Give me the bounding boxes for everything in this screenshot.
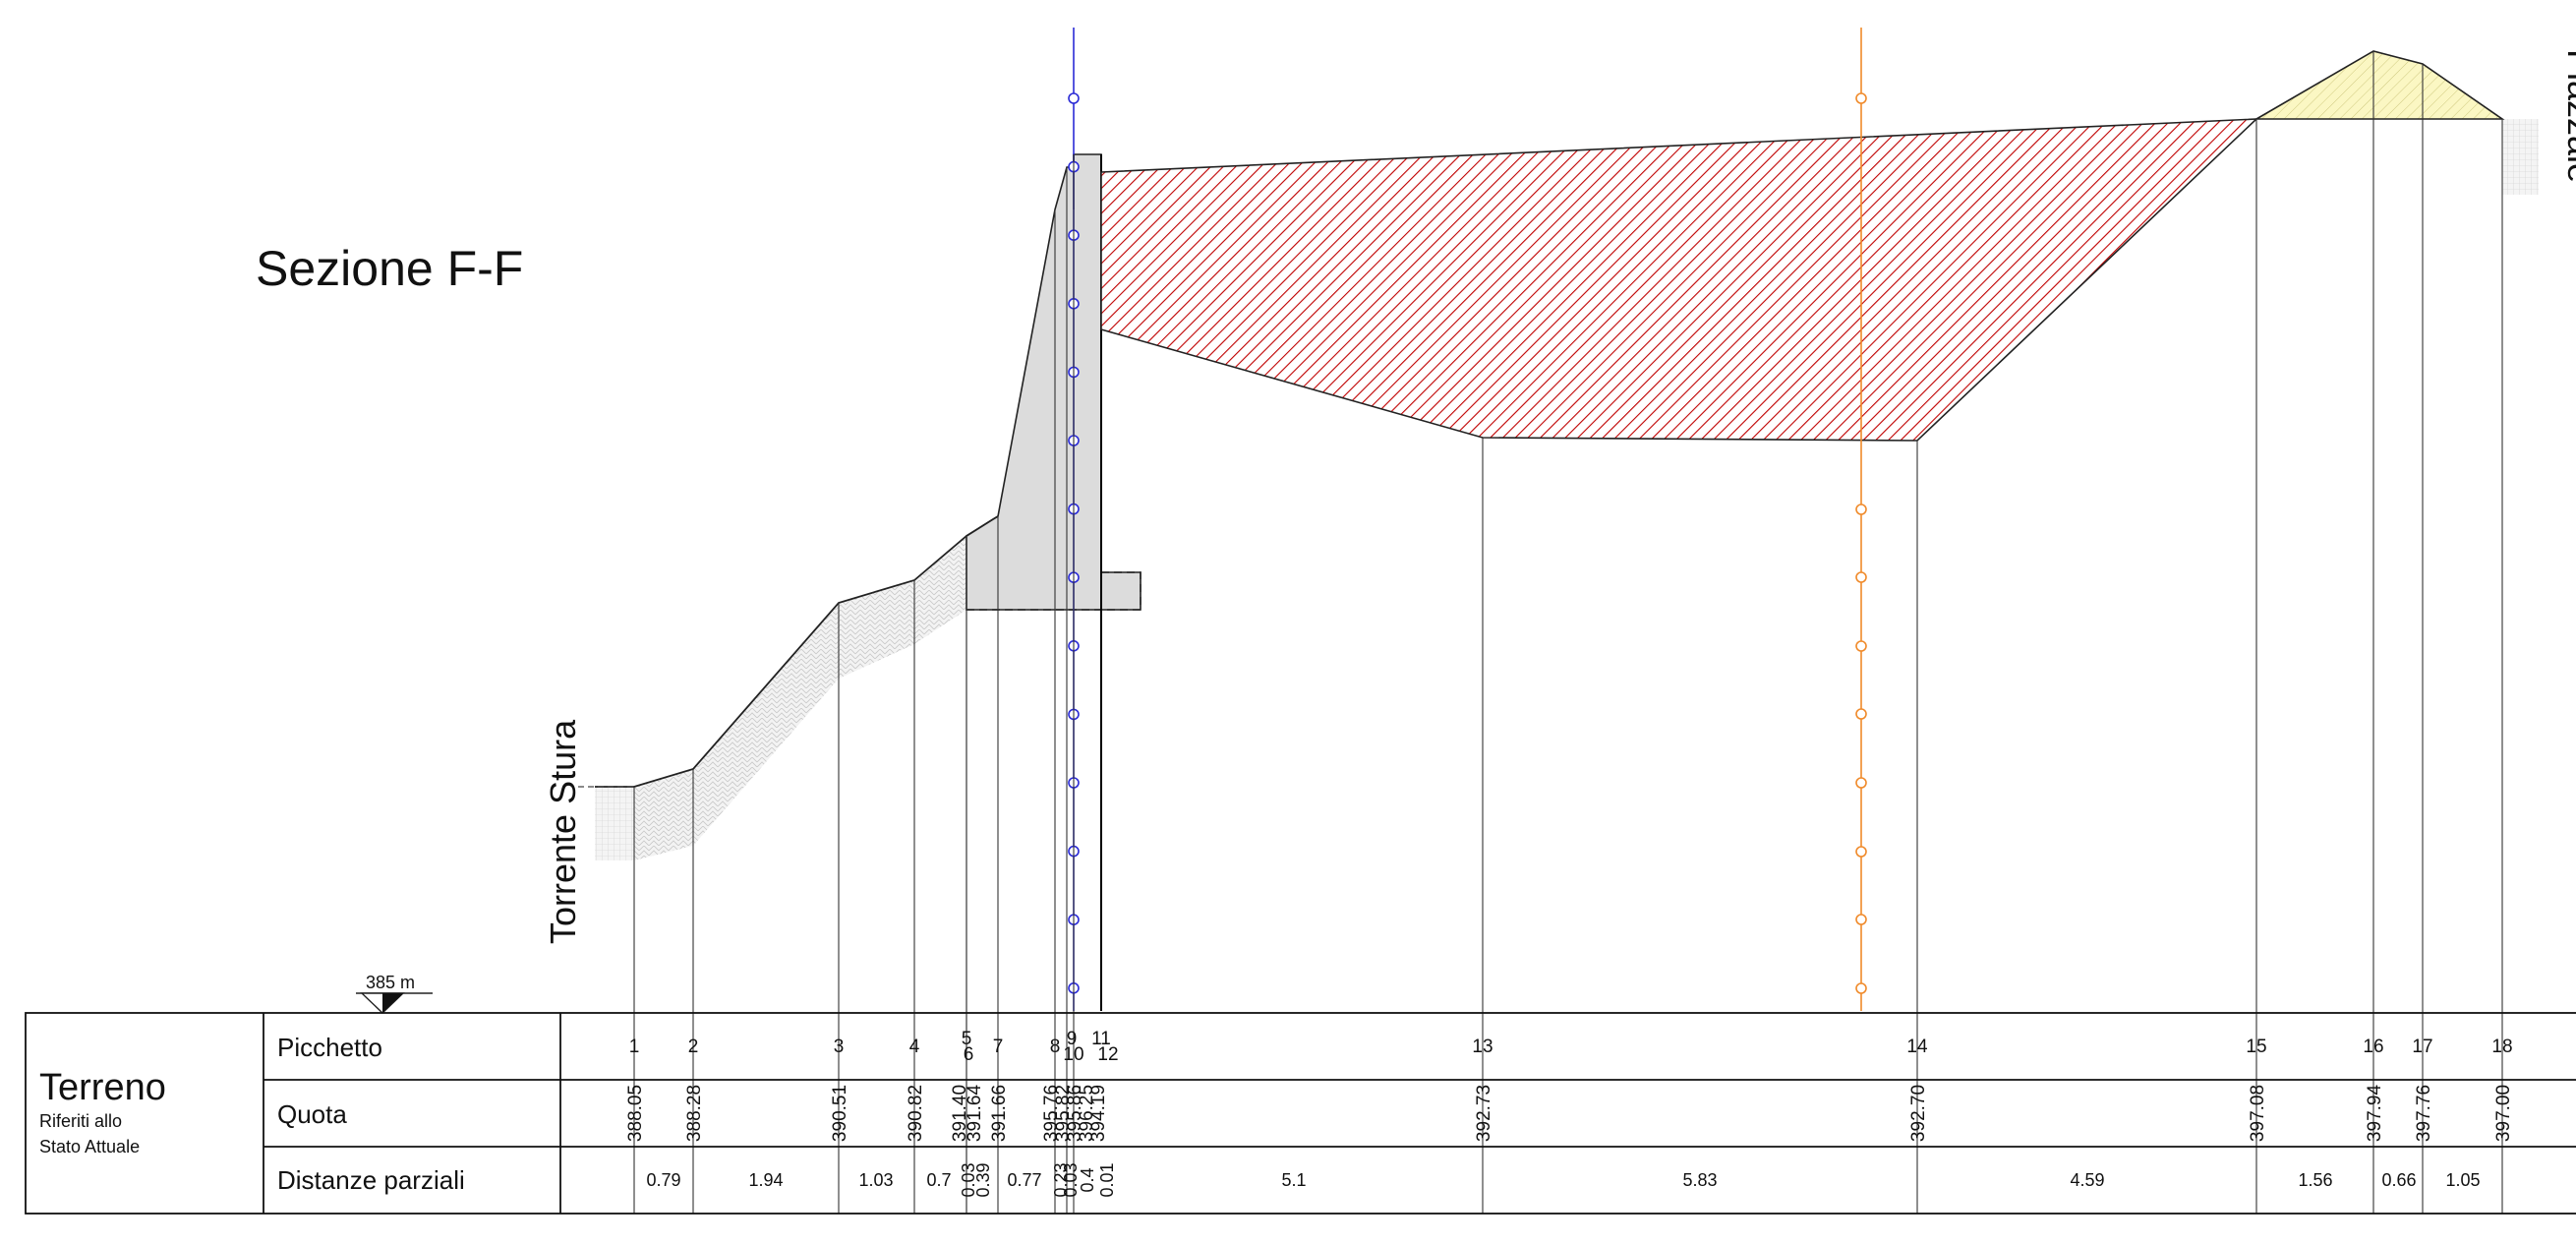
picchetto-value: 7 (993, 1037, 1004, 1057)
distance-value: 0.7 (926, 1170, 951, 1190)
quota-value: 390.82 (906, 1085, 926, 1142)
distance-value: 1.05 (2445, 1170, 2480, 1190)
datum-label: 385 m (366, 973, 415, 992)
picchetto-value: 3 (834, 1037, 845, 1057)
distance-value: 0.23 (1051, 1162, 1071, 1197)
orange-axis-marker (1855, 640, 1867, 652)
quota-value: 395.86 (1065, 1085, 1085, 1142)
distance-value: 0.01 (1097, 1162, 1117, 1197)
distance-cells: 0.79 1.94 1.03 0.7 0.030.39 0.77 0.230.030.4 0.… (646, 1162, 2480, 1197)
picchetto-value: 18 (2491, 1037, 2512, 1057)
picchetto-value: 8 (1050, 1037, 1061, 1057)
orange-axis-marker (1855, 571, 1867, 583)
right-edge-hatch (2502, 119, 2539, 195)
picchetto-value: 13 (1472, 1037, 1493, 1057)
row-label-picchetto: Picchetto (277, 1033, 382, 1062)
quota-value: 391.40 (950, 1085, 970, 1142)
quota-value: 397.08 (2248, 1085, 2268, 1142)
table-group-subtitle-2: Stato Attuale (39, 1137, 140, 1156)
picchetto-value: 4 (909, 1037, 920, 1057)
torrente-label: Torrente Stura (543, 719, 583, 944)
picchetto-value: 15 (2246, 1037, 2266, 1057)
piazzale-label: Piazzale (2560, 49, 2576, 183)
picchetto-value: 1 (629, 1037, 640, 1057)
orange-axis-marker (1855, 504, 1867, 515)
distance-value: 1.94 (748, 1170, 783, 1190)
yellow-mound (2254, 50, 2505, 120)
distance-value: 5.83 (1682, 1170, 1717, 1190)
terrain-profile (595, 515, 999, 788)
quota-value: 390.51 (830, 1085, 850, 1142)
picchetto-value: 16 (2363, 1037, 2383, 1057)
orange-axis-marker (1855, 914, 1867, 925)
distance-value: 4.59 (2070, 1170, 2104, 1190)
wall-footing-dashed (966, 571, 1142, 611)
quota-value: 394.19 (1088, 1085, 1109, 1142)
distance-value: 1.03 (858, 1170, 893, 1190)
distance-value: 0.4 (1078, 1167, 1097, 1192)
quota-value: 388.28 (684, 1085, 705, 1142)
quota-value: 392.73 (1474, 1085, 1494, 1142)
quota-value: 397.00 (2493, 1085, 2514, 1142)
table-group-title: Terreno (39, 1067, 166, 1108)
quota-value: 391.64 (965, 1085, 985, 1143)
data-table: Terreno Riferiti allo Stato Attuale Picc… (25, 1012, 2576, 1215)
distance-value: 0.66 (2381, 1170, 2416, 1190)
distance-value: 0.39 (973, 1162, 993, 1197)
distance-value: 0.79 (646, 1170, 680, 1190)
picchetto-value: 10 (1063, 1044, 1083, 1065)
orange-axis (1855, 28, 1867, 1011)
orange-axis-marker (1855, 846, 1867, 858)
picchetto-value: 6 (964, 1044, 974, 1065)
distance-value: 0.77 (1007, 1170, 1041, 1190)
picchetto-value: 12 (1097, 1044, 1118, 1065)
quota-value: 395.82 (1053, 1085, 1074, 1142)
quota-value: 397.94 (2365, 1085, 2385, 1143)
row-label-distanze: Distanze parziali (277, 1165, 465, 1195)
picchetto-value: 9 (1067, 1029, 1078, 1049)
left-slope-hatch (634, 536, 966, 860)
distance-value: 1.56 (2298, 1170, 2332, 1190)
picchetto-value: 11 (1091, 1029, 1111, 1049)
quota-value: 396.25 (1077, 1085, 1097, 1142)
fill-zone (1100, 118, 2259, 442)
picchetto-value: 5 (962, 1029, 972, 1049)
picchetto-value: 17 (2412, 1037, 2432, 1057)
datum-marker: 385 m (356, 973, 433, 1014)
distance-value: 5.1 (1281, 1170, 1306, 1190)
orange-axis-marker (1855, 982, 1867, 994)
section-title: Sezione F-F (256, 241, 523, 296)
distance-value: 0.03 (1061, 1162, 1081, 1197)
quota-value: 391.66 (989, 1085, 1010, 1142)
blue-axis-marker (1068, 92, 1080, 104)
orange-axis-marker (1855, 708, 1867, 720)
quota-value: 392.70 (1908, 1085, 1929, 1142)
table-group-subtitle-1: Riferiti allo (39, 1111, 122, 1131)
quota-value: 395.76 (1041, 1085, 1062, 1142)
river-bank-hatch (595, 787, 634, 860)
distance-value: 0.03 (959, 1162, 978, 1197)
orange-axis-marker (1855, 777, 1867, 789)
quota-value: 388.05 (625, 1085, 646, 1142)
picchetto-value: 2 (688, 1037, 699, 1057)
row-label-quota: Quota (277, 1099, 347, 1129)
orange-axis-marker (1855, 92, 1867, 104)
station-lines (633, 51, 2503, 1214)
picchetto-value: 14 (1906, 1037, 1928, 1057)
quota-value: 397.76 (2414, 1085, 2434, 1142)
